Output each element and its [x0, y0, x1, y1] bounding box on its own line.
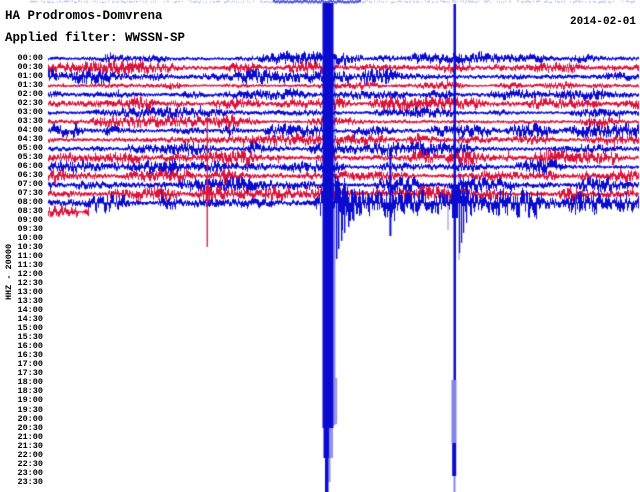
time-label: 04:30 — [17, 133, 43, 144]
time-label: 16:00 — [17, 341, 43, 352]
date-label: 2014-02-01 — [569, 16, 636, 28]
time-label: 03:00 — [17, 106, 43, 117]
time-label: 10:00 — [17, 233, 43, 244]
time-label: 15:30 — [17, 332, 43, 343]
time-label: 10:30 — [17, 242, 43, 253]
time-label: 22:30 — [17, 458, 43, 469]
time-label: 09:30 — [17, 224, 43, 235]
station-title: HA Prodromos-Domvrena — [5, 9, 163, 23]
time-label: 11:30 — [17, 260, 43, 271]
time-label: 06:30 — [17, 170, 43, 181]
time-label: 18:30 — [17, 386, 43, 397]
time-label: 19:00 — [17, 395, 43, 406]
time-label: 14:30 — [17, 314, 43, 325]
time-label: 15:00 — [17, 323, 43, 334]
time-label: 12:00 — [17, 269, 43, 280]
time-label: 07:30 — [17, 188, 43, 199]
time-label: 07:00 — [17, 179, 43, 190]
time-label: 00:00 — [17, 52, 43, 63]
time-label: 05:30 — [17, 151, 43, 162]
time-label: 23:00 — [17, 467, 43, 478]
time-label: 08:30 — [17, 206, 43, 217]
time-label: 16:30 — [17, 350, 43, 361]
time-label: 21:00 — [17, 431, 43, 442]
time-label: 02:00 — [17, 88, 43, 99]
time-label: 14:00 — [17, 305, 43, 316]
time-label: 12:30 — [17, 278, 43, 289]
time-label: 09:00 — [17, 215, 43, 226]
time-label: 05:00 — [17, 142, 43, 153]
time-label: 11:00 — [17, 251, 43, 262]
time-label: 18:00 — [17, 377, 43, 388]
time-label: 06:00 — [17, 161, 43, 172]
time-label: 17:00 — [17, 359, 43, 370]
time-label: 17:30 — [17, 368, 43, 379]
applied-filter-label: Applied filter: WWSSN-SP — [5, 31, 186, 45]
time-label: 03:30 — [17, 115, 43, 126]
time-label: 21:30 — [17, 440, 43, 451]
time-label: 13:00 — [17, 287, 43, 298]
time-label: 23:30 — [17, 476, 43, 487]
time-label: 20:00 — [17, 413, 43, 424]
time-label: 04:00 — [17, 124, 43, 135]
time-label: 19:30 — [17, 404, 43, 415]
time-label: 08:00 — [17, 197, 43, 208]
time-label: 01:00 — [17, 70, 43, 81]
time-label: 02:30 — [17, 97, 43, 108]
time-label: 13:30 — [17, 296, 43, 307]
time-label: 00:30 — [17, 61, 43, 72]
time-label: 20:30 — [17, 422, 43, 433]
time-label: 22:00 — [17, 449, 43, 460]
time-label: 01:30 — [17, 79, 43, 90]
